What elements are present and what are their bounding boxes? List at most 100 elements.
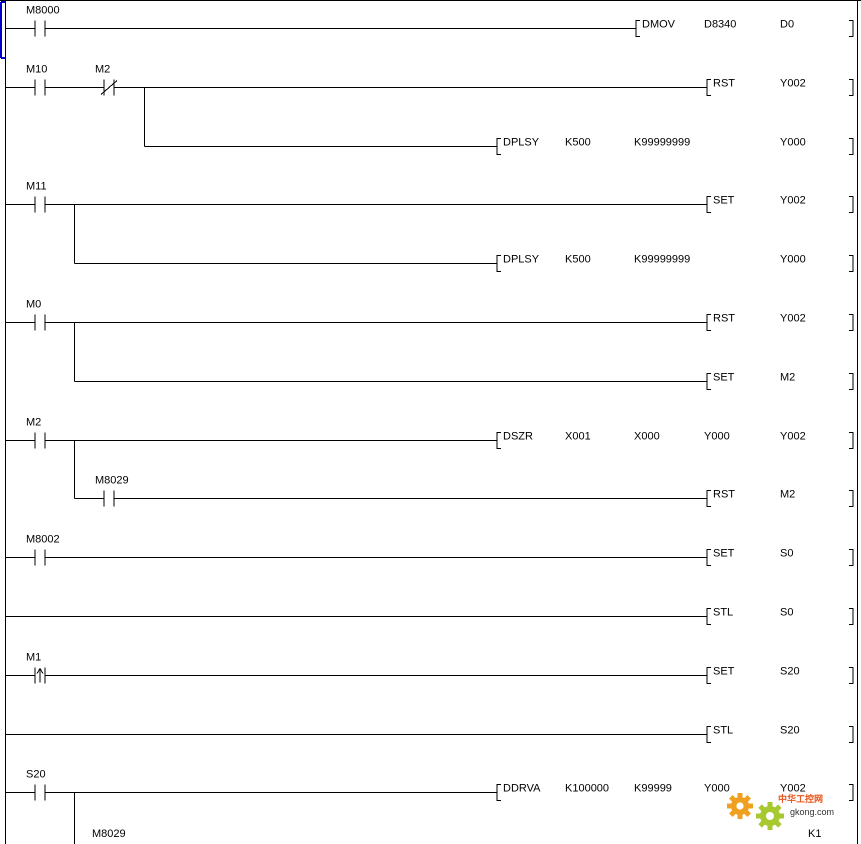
left-bracket [706,608,711,625]
contact-m8000[interactable]: M8000 [26,5,60,37]
rung-3: M11 SET Y002 DPLSY K500 K99999999 Y000 [5,181,854,272]
operand: X001 [565,431,591,443]
left-bracket [706,314,711,331]
instruction-dplsy[interactable]: DPLSY K500 K99999999 Y000 [496,254,854,272]
operand: K500 [565,137,591,149]
right-bracket [849,549,854,566]
right-bracket [849,726,854,743]
left-bracket [706,373,711,390]
operand: Y002 [780,431,806,443]
instruction-name: RST [713,489,735,501]
right-bracket [849,667,854,684]
operand: K500 [565,254,591,266]
rung-1: M8000 DMOV D8340 D0 [5,5,854,37]
instruction-set[interactable]: SET S0 [706,548,854,566]
contact-m11[interactable]: M11 [26,181,47,213]
instruction-name: SET [713,548,735,560]
watermark-url: gkong.com [790,807,834,817]
right-bracket [849,490,854,507]
right-bracket [849,432,854,449]
rise-arrow-head [36,667,44,674]
left-bracket [496,255,501,272]
contact-m1[interactable]: M1 [26,652,46,684]
contact-label: S20 [26,769,46,781]
contact-m10[interactable]: M10 [26,64,47,96]
contact-label: M8000 [26,5,60,17]
operand: D8340 [704,19,736,31]
contact-label: M0 [26,299,41,311]
instruction-set[interactable]: SET S20 [706,666,854,684]
operand: Y000 [780,254,806,266]
left-bracket [706,667,711,684]
right-bracket [849,608,854,625]
contact-m0[interactable]: M0 [26,299,46,331]
left-bracket [706,490,711,507]
instruction-name: SET [713,195,735,207]
contact-label: M8002 [26,534,60,546]
right-bracket [849,20,854,37]
right-bracket [849,79,854,96]
instruction-name: DPLSY [503,254,540,266]
instruction-ddrva[interactable]: DDRVA K100000 K99999 Y000 Y002 [496,783,854,801]
rung-5: M2 DSZR X001 X000 Y000 Y002 M8029 RST M2 [5,417,854,507]
gear-hole [736,802,744,810]
contact-label: M8029 [92,828,126,840]
operand: K99999999 [634,254,690,266]
instruction-name: SET [713,666,735,678]
contact-s20[interactable]: S20 [26,769,46,801]
instruction-set[interactable]: SET M2 [706,372,854,390]
operand: M2 [780,372,795,384]
contact-m8029[interactable]: M8029 [95,475,129,507]
instruction-name: STL [713,725,733,737]
operand: K1 [808,828,821,840]
instruction-name: DMOV [642,19,676,31]
right-bracket [849,138,854,155]
left-bracket [496,432,501,449]
instruction-dszr[interactable]: DSZR X001 X000 Y000 Y002 [496,431,854,449]
instruction-rst[interactable]: RST Y002 [706,78,854,96]
instruction-rst[interactable]: RST Y002 [706,313,854,331]
operand: Y002 [780,783,806,795]
contact-label: M11 [26,181,47,193]
contact-label: M1 [26,652,41,664]
instruction-name: SET [713,372,735,384]
edit-cursor[interactable] [0,1,5,59]
right-bracket [849,255,854,272]
contact-m8002[interactable]: M8002 [26,534,60,566]
operand: K99999 [634,783,672,795]
instruction-name: DPLSY [503,137,540,149]
operand: S0 [780,607,793,619]
instruction-dmov[interactable]: DMOV D8340 D0 [635,19,854,37]
gear-icon [756,802,784,830]
gear-tooth [737,793,743,799]
watermark-cn: 中华工控网 [778,793,823,804]
instruction-stl[interactable]: STL S20 [706,725,854,743]
operand: S20 [780,666,800,678]
contact-m2[interactable]: M2 [95,64,118,96]
contact-label: M10 [26,64,47,76]
gear-tooth [737,813,743,819]
operand: Y000 [780,137,806,149]
contact-m2[interactable]: M2 [26,417,46,449]
contact-label: M2 [95,64,110,76]
rung-7: STL S0 [5,607,854,625]
contact-label: M8029 [95,475,129,487]
gear-tooth [767,824,773,830]
left-bracket [706,79,711,96]
operand: Y002 [780,195,806,207]
gear-tooth [767,802,773,808]
rung-2: M10 M2 RST Y002 DPLSY K500 K99999999 Y000 [5,64,854,155]
left-bracket [635,20,640,37]
instruction-dplsy[interactable]: DPLSY K500 K99999999 Y000 [496,137,854,155]
operand: X000 [634,431,660,443]
operand: Y002 [780,313,806,325]
left-bracket [706,549,711,566]
watermark: 中华工控网 gkong.com [727,793,834,830]
operand: K99999999 [634,137,690,149]
instruction-rst[interactable]: RST M2 [706,489,854,507]
instruction-stl[interactable]: STL S0 [706,607,854,625]
operand: Y002 [780,78,806,90]
instruction-set[interactable]: SET Y002 [706,195,854,213]
right-bracket [849,314,854,331]
